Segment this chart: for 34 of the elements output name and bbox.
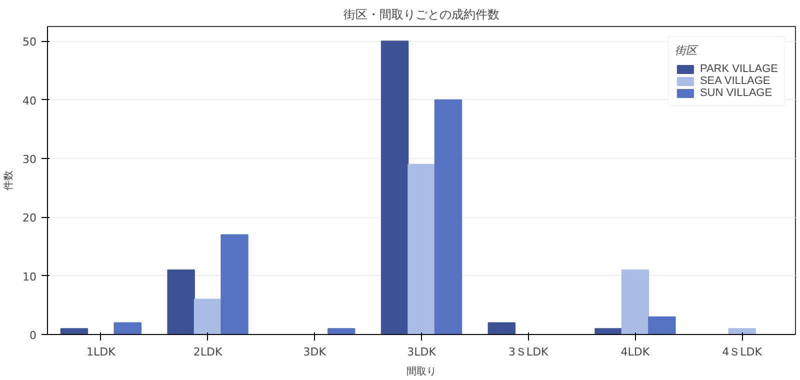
- bar: [60, 328, 88, 334]
- y-tick-label: 20: [22, 212, 37, 225]
- bar: [488, 322, 516, 334]
- bar: [621, 269, 650, 334]
- x-tick-label: 1LDK: [86, 346, 116, 358]
- bar: [220, 234, 248, 334]
- legend-label: SEA VILLAGE: [700, 75, 770, 87]
- legend-label: PARK VILLAGE: [700, 63, 778, 75]
- y-tick-label: 10: [22, 270, 37, 284]
- x-tick-label: 4ＳLDK: [722, 346, 763, 358]
- x-axis-title: 間取り: [406, 366, 436, 378]
- bar: [648, 316, 676, 334]
- y-tick-label: 50: [22, 36, 37, 49]
- legend-title: 街区: [674, 44, 700, 58]
- x-tick-label: 3DK: [303, 346, 327, 358]
- legend-label: SUN VILLAGE: [700, 87, 772, 99]
- y-tick-label: 30: [22, 153, 37, 166]
- bar: [328, 328, 356, 334]
- bar: [408, 164, 436, 334]
- bar: [167, 269, 195, 334]
- bar: [728, 328, 756, 334]
- bar: [114, 322, 142, 334]
- bar: [434, 99, 462, 334]
- bar: [380, 40, 409, 334]
- chart-title: 街区・間取りごとの成約件数: [344, 8, 500, 22]
- bar: [594, 328, 622, 334]
- y-tick-label: 40: [22, 94, 37, 108]
- y-axis-title: 件数: [4, 170, 15, 190]
- y-tick-label: 0: [30, 329, 36, 342]
- x-tick-label: 4LDK: [620, 346, 650, 358]
- bar: [194, 298, 222, 334]
- x-tick-label: 3LDK: [407, 346, 437, 358]
- x-tick-label: 3ＳLDK: [508, 346, 550, 358]
- x-tick-label: 2LDK: [193, 346, 223, 358]
